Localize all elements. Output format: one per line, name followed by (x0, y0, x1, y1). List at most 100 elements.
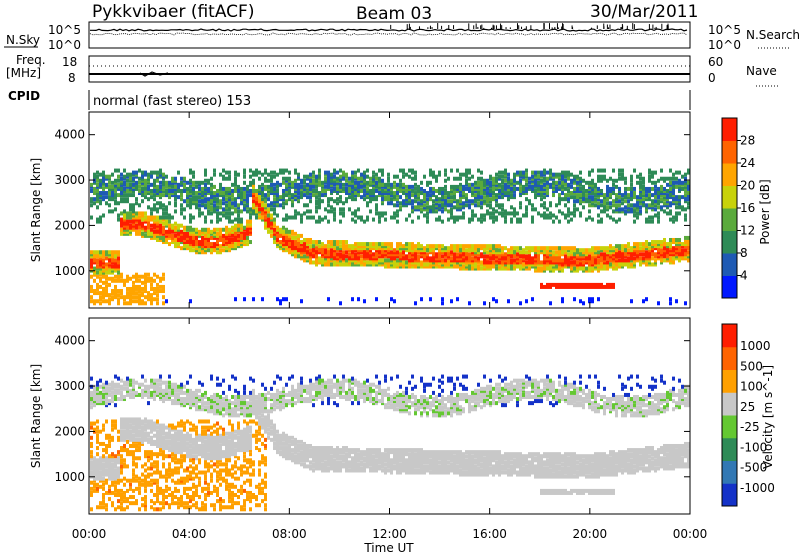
heatmap-cell (90, 184, 93, 189)
heatmap-cell (324, 178, 327, 183)
heatmap-cell (681, 174, 684, 179)
heatmap-cell (201, 201, 204, 206)
heatmap-cell (339, 168, 342, 173)
heatmap-cell (114, 201, 117, 206)
heatmap-cell (363, 188, 366, 193)
heatmap-cell (354, 252, 357, 257)
heatmap-cell (429, 246, 432, 251)
heatmap-cell (312, 215, 315, 220)
heatmap-cell (102, 448, 105, 453)
heatmap-cell (573, 180, 576, 185)
heatmap-cell (414, 170, 417, 175)
heatmap-cell (525, 182, 528, 187)
heatmap-cell (594, 282, 597, 287)
heatmap-cell (312, 246, 315, 251)
heatmap-cell (426, 256, 429, 261)
heatmap-cell (303, 180, 306, 185)
heatmap-cell (102, 286, 105, 291)
heatmap-cell (336, 170, 339, 175)
heatmap-cell (639, 205, 642, 210)
heatmap-cell (609, 195, 612, 200)
heatmap-cell (123, 282, 126, 287)
heatmap-cell (450, 186, 453, 191)
heatmap-cell (564, 250, 567, 255)
heatmap-cell (393, 184, 396, 189)
heatmap-cell (567, 184, 570, 189)
heatmap-cell (327, 254, 330, 259)
heatmap-cell (507, 193, 510, 198)
heatmap-cell (144, 186, 147, 191)
heatmap-cell (279, 244, 282, 249)
heatmap-cell (363, 258, 366, 263)
heatmap-cell (105, 464, 108, 469)
heatmap-cell (138, 188, 141, 193)
heatmap-cell (375, 246, 378, 251)
heatmap-cell (216, 219, 219, 224)
heatmap-cell (516, 217, 519, 222)
heatmap-cell (327, 246, 330, 251)
heatmap-cell (405, 172, 408, 177)
heatmap-cell (381, 201, 384, 206)
heatmap-cell (153, 203, 156, 208)
heatmap-cell (609, 193, 612, 198)
heatmap-cell (561, 260, 564, 265)
heatmap-cell (678, 237, 681, 242)
heatmap-cell (225, 193, 228, 198)
heatmap-cell (546, 284, 549, 289)
heatmap-cell (96, 250, 99, 255)
heatmap-cell (114, 397, 117, 402)
heatmap-cell (99, 260, 102, 265)
heatmap-cell (468, 258, 471, 263)
heatmap-cell (363, 250, 366, 255)
heatmap-cell (486, 264, 489, 269)
heatmap-cell (357, 254, 360, 259)
heatmap-cell (168, 215, 171, 220)
heatmap-cell (426, 191, 429, 196)
heatmap-cell (687, 205, 690, 210)
heatmap-cell (102, 252, 105, 257)
heatmap-cell (327, 174, 330, 179)
heatmap-cell (102, 258, 105, 263)
heatmap-cell (162, 193, 165, 198)
heatmap-cell (150, 188, 153, 193)
heatmap-cell (243, 205, 246, 210)
heatmap-cell (480, 252, 483, 257)
heatmap-cell (243, 199, 246, 204)
heatmap-cell (96, 274, 99, 279)
heatmap-cell (201, 250, 204, 255)
heatmap-cell (135, 213, 138, 218)
heatmap-cell (90, 197, 93, 202)
heatmap-cell (387, 258, 390, 263)
heatmap-cell (105, 472, 108, 477)
heatmap-cell (210, 244, 213, 249)
heatmap-cell (447, 191, 450, 196)
heatmap-cell (552, 254, 555, 259)
heatmap-cell (282, 188, 285, 193)
heatmap-cell (348, 180, 351, 185)
heatmap-cell (111, 184, 114, 189)
heatmap-cell (96, 380, 99, 385)
heatmap-cell (474, 252, 477, 257)
heatmap-cell (126, 229, 129, 234)
heatmap-cell (108, 460, 111, 465)
heatmap-cell (498, 195, 501, 200)
heatmap-cell (489, 184, 492, 189)
heatmap-cell (333, 250, 336, 255)
heatmap-cell (441, 254, 444, 259)
heatmap-cell (210, 231, 213, 236)
heatmap-cell (633, 219, 636, 224)
heatmap-cell (291, 182, 294, 187)
heatmap-cell (144, 278, 147, 283)
heatmap-cell (141, 291, 144, 296)
heatmap-cell (339, 256, 342, 261)
heatmap-cell (642, 191, 645, 196)
heatmap-cell (645, 219, 648, 224)
heatmap-cell (375, 250, 378, 255)
freq-trace (89, 71, 690, 77)
heatmap-cell (204, 184, 207, 189)
heatmap-cell (474, 264, 477, 269)
heatmap-cell (186, 233, 189, 238)
heatmap-cell (363, 299, 366, 304)
heatmap-cell (372, 260, 375, 265)
heatmap-cell (216, 240, 219, 245)
